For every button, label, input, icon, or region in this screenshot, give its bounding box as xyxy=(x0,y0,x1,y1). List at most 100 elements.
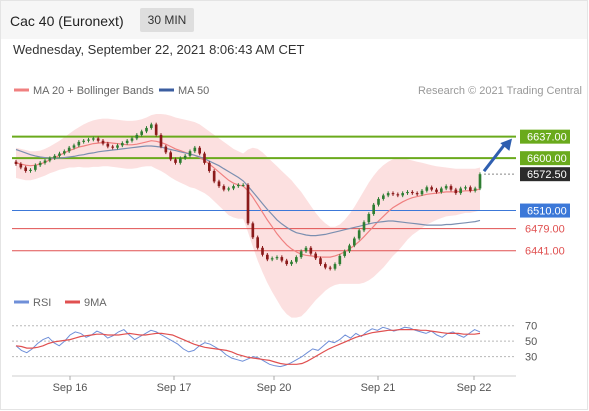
level-label-last: 6572.50 xyxy=(527,169,567,181)
price-plot xyxy=(12,114,516,318)
level-label-resistance: 6637.00 xyxy=(527,132,567,144)
candle-body xyxy=(44,161,47,163)
x-tick-label: Sep 21 xyxy=(361,382,396,394)
candle-body xyxy=(198,148,201,154)
candle-body xyxy=(184,156,187,158)
candle-body xyxy=(121,143,124,145)
candle-body xyxy=(285,261,288,264)
candle-body xyxy=(295,257,298,262)
candle-body xyxy=(53,156,56,158)
legend-9ma-label: 9MA xyxy=(84,297,107,309)
forecast-arrow-shaft xyxy=(484,143,506,172)
candle-body xyxy=(261,248,264,255)
candle-body xyxy=(247,185,250,223)
candle-body xyxy=(131,138,134,140)
candle-body xyxy=(392,193,395,194)
candle-body xyxy=(358,230,361,238)
candle-body xyxy=(450,186,453,189)
level-label-support: 6479.00 xyxy=(525,224,565,236)
candle-body xyxy=(459,188,462,193)
candle-body xyxy=(24,167,27,170)
candle-body xyxy=(102,141,105,144)
candle-body xyxy=(445,186,448,188)
candle-body xyxy=(455,190,458,193)
candle-body xyxy=(310,248,313,254)
candle-body xyxy=(377,199,380,205)
candle-body xyxy=(169,152,172,159)
candle-body xyxy=(160,135,163,147)
candle-body xyxy=(136,135,139,138)
candle-body xyxy=(208,163,211,171)
candle-body xyxy=(281,257,284,260)
x-axis: Sep 16 Sep 17 Sep 20 Sep 21 Sep 22 xyxy=(12,376,516,394)
candle-body xyxy=(290,262,293,264)
candle-body xyxy=(305,248,308,251)
candle-body xyxy=(73,145,76,147)
candle-body xyxy=(97,138,100,140)
level-labels: 6637.00 6600.00 6572.50 6510.00 6479.00 6441.… xyxy=(520,130,570,258)
candle-body xyxy=(474,188,477,190)
main-legend: MA 20 + Bollinger Bands MA 50 Research ©… xyxy=(14,85,582,97)
candle-body xyxy=(464,187,467,188)
legend-ma20-label: MA 20 + Bollinger Bands xyxy=(33,85,154,97)
rsi-tick-label: 50 xyxy=(525,336,537,348)
candle-body xyxy=(20,164,23,167)
candle-body xyxy=(34,165,37,170)
candle-body xyxy=(324,264,327,267)
candle-body xyxy=(15,162,18,164)
candle-body xyxy=(126,141,129,143)
rsi-tick-label: 70 xyxy=(525,321,537,333)
candle-body xyxy=(116,145,119,147)
candle-body xyxy=(213,171,216,181)
candle-body xyxy=(179,158,182,163)
candle-body xyxy=(218,181,221,186)
candle-body xyxy=(82,141,85,142)
candle-body xyxy=(49,158,52,160)
rsi-plot: 70 50 30 xyxy=(12,321,537,367)
candle-body xyxy=(107,144,110,147)
candle-body xyxy=(334,264,337,269)
candle-body xyxy=(430,187,433,189)
candle-body xyxy=(232,186,235,188)
candle-body xyxy=(387,193,390,195)
candle-body xyxy=(189,151,192,156)
candle-body xyxy=(416,193,419,194)
candle-body xyxy=(411,192,414,193)
candle-body xyxy=(165,147,168,153)
candle-body xyxy=(78,142,81,145)
candle-body xyxy=(406,192,409,193)
candle-body xyxy=(155,124,158,134)
candle-body xyxy=(203,154,206,163)
rsi-line xyxy=(16,327,480,366)
candle-body xyxy=(319,258,322,264)
candle-body xyxy=(300,251,303,257)
x-tick-label: Sep 22 xyxy=(457,382,492,394)
candle-body xyxy=(29,170,32,171)
candle-body xyxy=(397,194,400,195)
x-tick-label: Sep 20 xyxy=(257,382,292,394)
candle-body xyxy=(343,251,346,256)
candle-body xyxy=(39,163,42,165)
candle-body xyxy=(266,255,269,260)
x-tick-label: Sep 17 xyxy=(157,382,192,394)
candle-body xyxy=(237,185,240,186)
candle-body xyxy=(140,131,143,134)
candle-body xyxy=(111,147,114,148)
level-label-pivot: 6510.00 xyxy=(527,206,567,218)
candle-body xyxy=(256,237,259,247)
candle-body xyxy=(421,191,424,194)
candle-body xyxy=(227,188,230,189)
candle-body xyxy=(329,268,332,269)
candle-body xyxy=(401,193,404,195)
candle-body xyxy=(372,205,375,214)
candle-body xyxy=(479,174,482,188)
legend-rsi-label: RSI xyxy=(33,297,51,309)
candle-body xyxy=(194,148,197,151)
candle-body xyxy=(469,187,472,190)
candle-body xyxy=(145,128,148,131)
level-label-support: 6441.00 xyxy=(525,246,565,258)
level-label-resistance: 6600.00 xyxy=(527,153,567,165)
candle-body xyxy=(252,223,255,237)
candle-body xyxy=(353,238,356,245)
